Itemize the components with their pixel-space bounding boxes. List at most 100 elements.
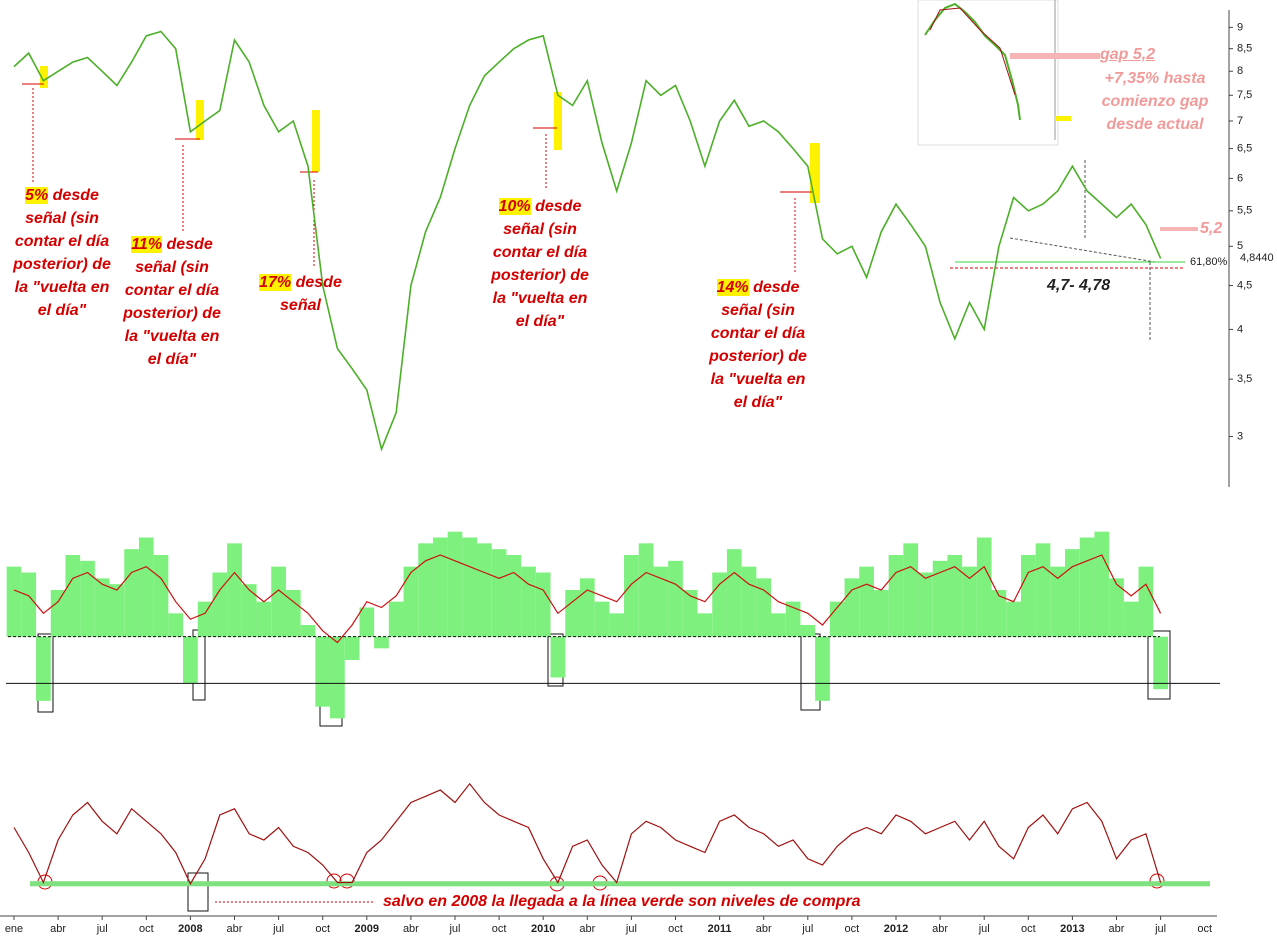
osc-bar	[80, 560, 95, 637]
x-tick-label: jul	[625, 923, 637, 935]
osc-bar	[550, 636, 566, 678]
x-tick-label: 2012	[884, 923, 908, 935]
osc-bar	[535, 572, 551, 637]
osc-bar	[403, 566, 419, 637]
osc-bar	[682, 590, 698, 637]
y-tick-label: 5,5	[1237, 205, 1252, 217]
annotation-pct: 5%	[25, 187, 49, 204]
signal-box	[40, 66, 48, 88]
osc-bar	[462, 537, 478, 637]
osc-bar	[1153, 636, 1168, 690]
osc-bar	[888, 555, 904, 637]
x-tick-label: jul	[448, 923, 460, 935]
osc-bar	[1006, 601, 1021, 637]
osc-bar	[1123, 601, 1139, 637]
osc-bar	[256, 601, 272, 637]
annotation: 17% desde señal	[258, 271, 343, 317]
osc-bar	[668, 560, 683, 637]
osc-bar	[903, 543, 919, 637]
x-tick-label: oct	[492, 923, 507, 935]
annotation: 10% desde señal (sin contar el día poste…	[484, 195, 596, 333]
y-tick-label: 8,5	[1237, 43, 1252, 55]
osc-bar	[124, 549, 139, 637]
osc-bar	[653, 566, 669, 637]
osc-line	[13, 554, 1162, 644]
annotation-text: desde señal (sin contar el día posterior…	[709, 279, 807, 411]
osc2-line	[13, 782, 1162, 886]
osc-bar	[21, 572, 37, 637]
osc-bar	[873, 590, 889, 637]
x-tick-label: oct	[1197, 923, 1212, 935]
x-tick-label: oct	[668, 923, 683, 935]
osc-bar	[344, 636, 360, 660]
osc-bar	[153, 555, 169, 637]
osc-bar	[388, 601, 404, 637]
x-tick-label: 2010	[531, 923, 555, 935]
target-label: 4,7- 4,78	[1046, 277, 1110, 294]
y-tick-label: 5	[1237, 240, 1243, 252]
annotation-text: desde señal (sin contar el día posterior…	[13, 187, 111, 319]
osc-bar	[227, 543, 242, 637]
signal-box	[312, 110, 320, 172]
last-price: 4,8440	[1240, 252, 1274, 264]
x-tick-label: oct	[1021, 923, 1036, 935]
osc-bar	[932, 560, 948, 637]
osc-bar	[1109, 578, 1124, 637]
osc-bar	[271, 566, 286, 637]
x-tick-label: oct	[845, 923, 860, 935]
osc-bar	[212, 572, 228, 637]
osc-bar	[1065, 549, 1080, 637]
signal-box	[810, 143, 820, 203]
signal-frames	[37, 629, 1171, 912]
x-tick-label: jul	[801, 923, 813, 935]
osc-bar	[6, 566, 22, 637]
osc-bar	[138, 537, 154, 637]
x-tick-label: abr	[756, 923, 772, 935]
annotation-text: desde señal (sin contar el día posterior…	[123, 236, 221, 368]
gap-label: gap 5,2	[1100, 46, 1156, 63]
signal-box	[554, 92, 562, 150]
x-tick-label: 2011	[708, 923, 732, 935]
osc-bar	[976, 537, 992, 637]
fib-label: 61,80%	[1190, 256, 1228, 268]
y-tick-label: 3,5	[1237, 373, 1252, 385]
osc-bar	[800, 625, 816, 637]
osc-bar	[418, 543, 433, 637]
osc-bar	[726, 549, 742, 637]
osc-bar	[962, 566, 977, 637]
osc-bar	[638, 543, 654, 637]
x-tick-label: 2008	[178, 923, 202, 935]
y-tick-label: 7	[1237, 115, 1243, 127]
signal-box	[196, 100, 204, 140]
y-tick-label: 3	[1237, 430, 1243, 442]
annotation: 5% desde señal (sin contar el día poster…	[6, 184, 118, 322]
osc-bar	[1138, 566, 1154, 637]
osc-bar	[741, 566, 757, 637]
x-tick-label: 2009	[355, 923, 379, 935]
x-tick-label: jul	[1154, 923, 1166, 935]
x-tick-label: jul	[272, 923, 284, 935]
osc-bar	[94, 578, 110, 637]
annotation-pct: 17%	[259, 274, 292, 291]
osc-bar	[594, 601, 610, 637]
osc-bar	[918, 572, 933, 637]
x-tick-label: abr	[579, 923, 595, 935]
annotation-text: desde señal (sin contar el día posterior…	[491, 198, 589, 330]
osc-bar	[756, 578, 772, 637]
x-tick-label: abr	[403, 923, 419, 935]
x-tick-label: abr	[50, 923, 66, 935]
y-tick-label: 6,5	[1237, 142, 1252, 154]
osc-bar	[771, 613, 786, 637]
x-tick-label: jul	[978, 923, 990, 935]
osc-bar	[1094, 531, 1110, 637]
x-tick-label: abr	[1109, 923, 1125, 935]
y-tick-label: 4,5	[1237, 279, 1252, 291]
x-tick-label: oct	[315, 923, 330, 935]
annotation-text: desde señal	[280, 274, 342, 314]
osc-bar	[50, 590, 66, 637]
osc-bar	[521, 566, 536, 637]
osc-bar	[315, 636, 331, 707]
osc-bar	[109, 584, 125, 637]
